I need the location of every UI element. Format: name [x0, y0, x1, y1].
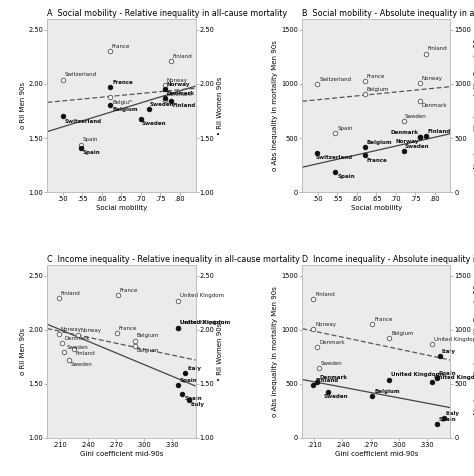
- Text: A  Social mobility - Relative inequality in all-cause mortality: A Social mobility - Relative inequality …: [47, 9, 288, 18]
- Y-axis label: o Abs inequality in mortality Men 90s: o Abs inequality in mortality Men 90s: [273, 40, 278, 171]
- Text: Norway: Norway: [421, 76, 442, 81]
- Text: Sweden: Sweden: [142, 121, 167, 126]
- Text: Italy: Italy: [187, 366, 201, 371]
- Text: Spain: Spain: [180, 378, 197, 383]
- Text: Belgium: Belgium: [391, 331, 414, 336]
- Text: Spain: Spain: [337, 174, 355, 179]
- Text: Denmark: Denmark: [166, 92, 192, 98]
- Text: Italy: Italy: [191, 402, 205, 407]
- Text: France: France: [366, 73, 385, 79]
- X-axis label: Social mobility: Social mobility: [96, 205, 147, 211]
- Text: Spain: Spain: [82, 138, 98, 142]
- Text: Italy: Italy: [446, 411, 460, 416]
- Text: Denmark: Denmark: [64, 336, 90, 340]
- Text: Denmark: Denmark: [391, 130, 419, 135]
- Text: Finland: Finland: [61, 291, 80, 296]
- Text: Sweden: Sweden: [321, 361, 343, 366]
- Text: Norway: Norway: [395, 139, 419, 144]
- Text: Finland: Finland: [315, 378, 338, 383]
- Text: Denmark: Denmark: [319, 375, 347, 379]
- Text: United Kingdom: United Kingdom: [180, 320, 230, 326]
- Text: Spain: Spain: [439, 416, 456, 422]
- Text: Finland: Finland: [173, 103, 196, 109]
- Text: Spain: Spain: [337, 126, 353, 131]
- X-axis label: Social mobility: Social mobility: [351, 205, 402, 211]
- Text: Norway: Norway: [61, 327, 82, 332]
- Text: Norway: Norway: [315, 322, 336, 327]
- Text: France: France: [119, 288, 138, 293]
- Y-axis label: • RII Women 90s: • RII Women 90s: [218, 76, 223, 135]
- Text: Sweden: Sweden: [324, 394, 348, 399]
- Text: Sweden: Sweden: [150, 102, 174, 107]
- Text: United Kingdom: United Kingdom: [391, 372, 441, 377]
- Text: Norway: Norway: [166, 78, 187, 83]
- X-axis label: Gini coefficient mid-90s: Gini coefficient mid-90s: [80, 451, 163, 457]
- Text: Spain: Spain: [184, 396, 202, 401]
- Text: Denmark: Denmark: [319, 340, 345, 345]
- Text: Switzerland: Switzerland: [319, 77, 351, 82]
- Y-axis label: o RII Men 90s: o RII Men 90s: [19, 328, 26, 375]
- Text: Finland: Finland: [427, 129, 451, 134]
- Y-axis label: • RII Women 90s: • RII Women 90s: [218, 322, 223, 381]
- Text: C  Income inequality - Relative inequality in all-cause mortality: C Income inequality - Relative inequalit…: [47, 255, 300, 264]
- Text: Sweden: Sweden: [405, 144, 429, 149]
- Text: Belgium: Belgium: [112, 107, 137, 112]
- Text: Italy: Italy: [442, 348, 456, 354]
- Text: Sweden: Sweden: [405, 114, 427, 119]
- Text: Belgium: Belgium: [367, 87, 389, 91]
- Y-axis label: o Abs inequality in mortality Men 90s: o Abs inequality in mortality Men 90s: [273, 286, 278, 417]
- Text: Belgiuᵐ: Belgiuᵐ: [112, 99, 133, 105]
- Y-axis label: o RII Men 90s: o RII Men 90s: [19, 82, 26, 129]
- Text: Spain: Spain: [439, 371, 456, 376]
- Text: Switzerland: Switzerland: [64, 72, 97, 78]
- Text: Finland: Finland: [173, 54, 192, 59]
- Text: United Kingdom: United Kingdom: [434, 337, 474, 342]
- Text: Norway: Norway: [166, 82, 190, 87]
- Text: Switzerland: Switzerland: [64, 119, 102, 124]
- Text: Finland: Finland: [427, 47, 447, 51]
- X-axis label: Gini coefficient mid-90s: Gini coefficient mid-90s: [335, 451, 418, 457]
- Text: Sweden: Sweden: [66, 345, 88, 350]
- Text: France: France: [112, 44, 130, 50]
- Text: United Kingdom: United Kingdom: [434, 375, 474, 379]
- Text: Finland: Finland: [315, 292, 335, 298]
- Text: Denmark: Denmark: [166, 91, 194, 96]
- Text: B  Social mobility - Absolute inequality in all-cause mortality: B Social mobility - Absolute inequality …: [302, 9, 474, 18]
- Text: Belgium: Belgium: [137, 348, 159, 353]
- Text: France: France: [367, 158, 388, 162]
- Text: France: France: [112, 80, 133, 85]
- Text: Denmark: Denmark: [421, 103, 447, 109]
- Text: Spain: Spain: [82, 150, 100, 155]
- Text: Belgium: Belgium: [367, 140, 392, 145]
- Text: D  Income inequality - Absolute inequality in all-cause mortality: D Income inequality - Absolute inequalit…: [302, 255, 474, 264]
- Text: Switzerland: Switzerland: [315, 155, 353, 160]
- Text: France: France: [118, 326, 137, 331]
- Text: Belgium: Belgium: [374, 388, 400, 394]
- Text: United Kingdom: United Kingdom: [180, 293, 224, 298]
- Text: Finland: Finland: [75, 351, 95, 357]
- Text: Sweden: Sweden: [71, 362, 92, 367]
- Text: France: France: [374, 317, 393, 322]
- Text: United Kingdom: United Kingdom: [180, 320, 224, 326]
- Text: Norway: Norway: [80, 328, 101, 333]
- Text: Belgium: Belgium: [137, 333, 159, 338]
